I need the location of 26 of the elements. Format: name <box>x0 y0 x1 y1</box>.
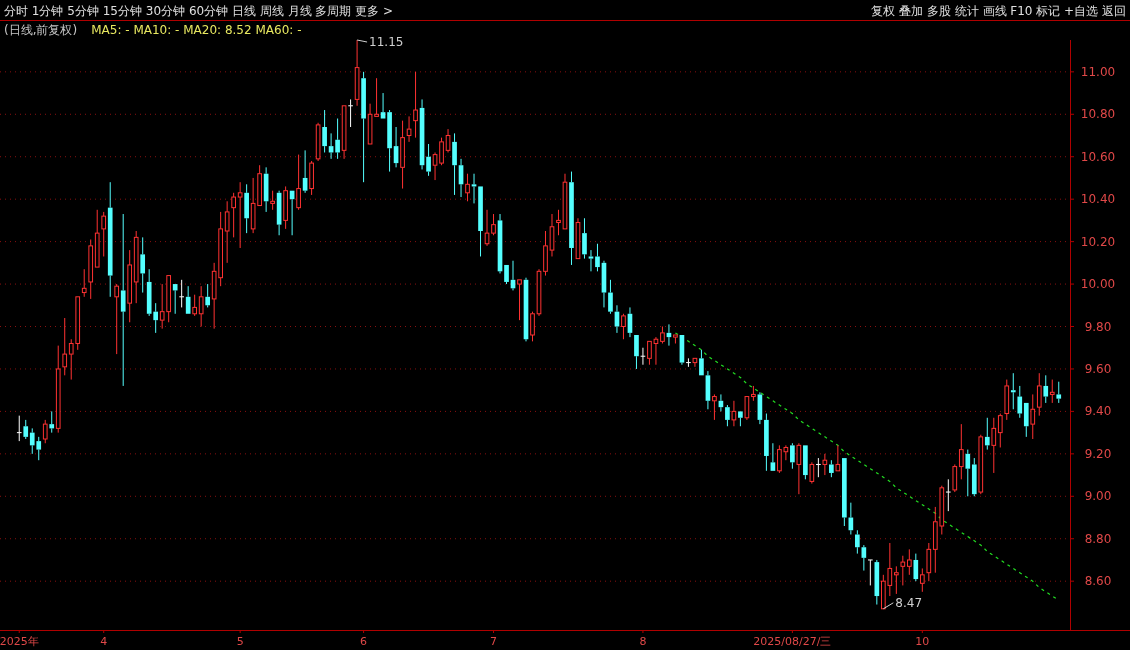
x-tick-label: 7 <box>490 635 498 648</box>
y-tick-label: 10.80 <box>1080 107 1116 122</box>
y-tick-label: 9.20 <box>1084 446 1112 461</box>
chart-title: (日线,前复权) <box>4 23 78 37</box>
y-tick-label: 8.80 <box>1084 531 1112 546</box>
y-tick-label: 10.20 <box>1080 234 1116 249</box>
y-tick-label: 9.80 <box>1084 319 1112 334</box>
y-tick-label: 10.00 <box>1080 277 1116 292</box>
x-tick-label: 2025年 <box>0 635 39 648</box>
y-tick-label: 10.40 <box>1080 192 1116 207</box>
y-tick-label: 10.60 <box>1080 149 1116 164</box>
chart-subtitle: MA5: - MA10: - MA20: 8.52 MA60: - <box>91 23 302 37</box>
x-tick-label: 5 <box>236 635 244 648</box>
x-tick-label: 4 <box>100 635 108 648</box>
y-tick-label: 9.60 <box>1084 361 1112 376</box>
y-tick-label: 8.60 <box>1084 574 1112 589</box>
annotation: 11.15 <box>369 35 404 49</box>
y-tick-label: 11.00 <box>1080 64 1116 79</box>
annotation: 8.47 <box>895 595 923 610</box>
y-tick-label: 9.40 <box>1084 404 1112 419</box>
x-tick-label: 6 <box>360 635 368 648</box>
y-tick-label: 9.00 <box>1084 489 1112 504</box>
header: 分时 1分钟 5分钟 15分钟 30分钟 60分钟 日线 周线 月线 多周期 更多 > 复权 叠加 多股 统计 画线 F10 标记 +自选 返回 (日线,前复权) MA5: - MA10: - MA20: 8.52 MA60: - <box>0 4 1130 37</box>
x-tick-label: 2025/08/27/三 <box>753 635 832 648</box>
x-tick-label: 10 <box>915 635 930 648</box>
x-tick-label: 8 <box>639 635 647 648</box>
